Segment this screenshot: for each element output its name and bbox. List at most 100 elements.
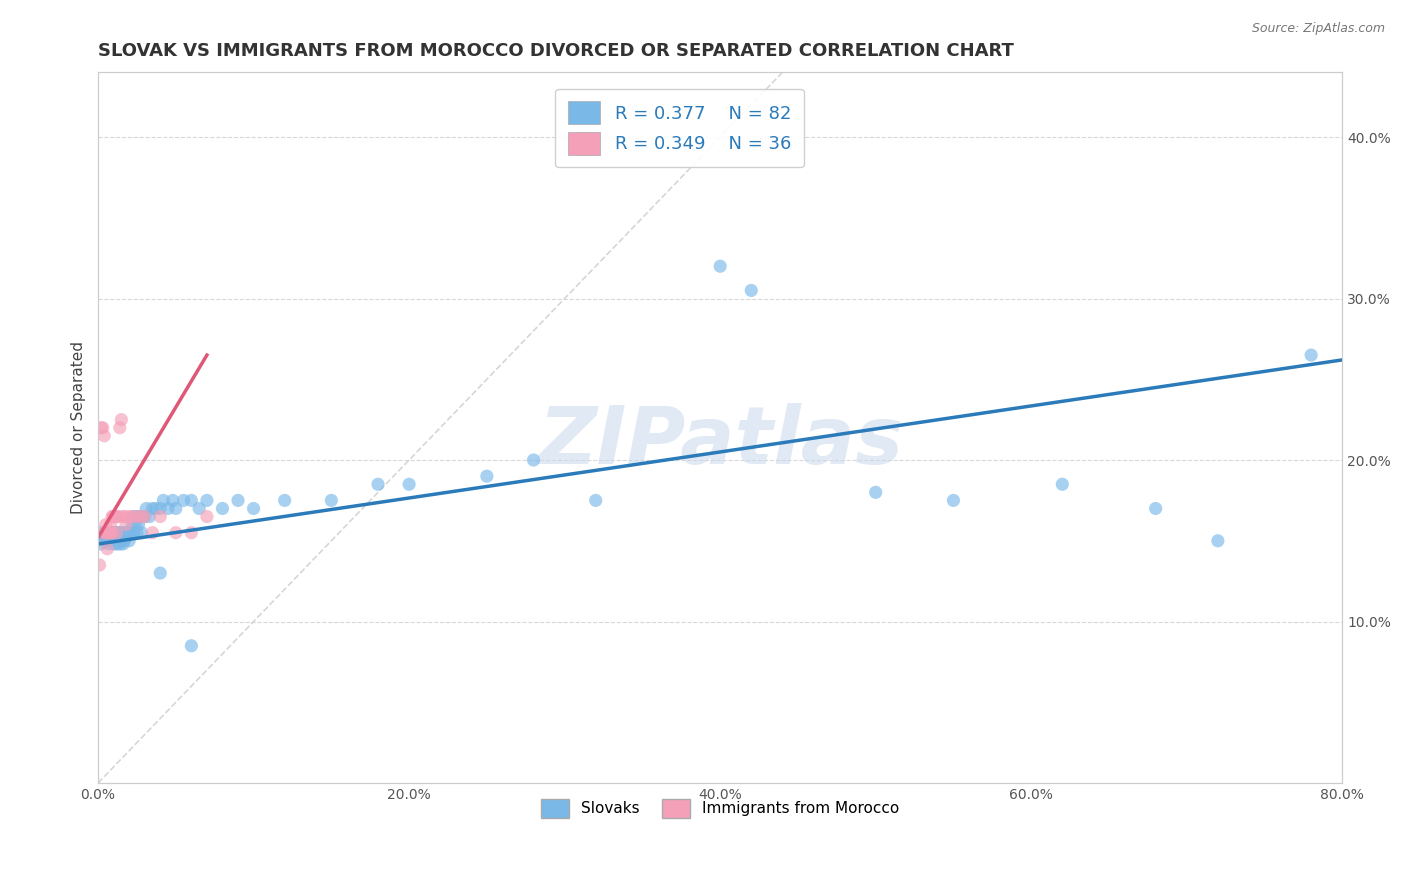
Point (195, 493, 218, 508)
Point (145, 501, 167, 516)
Point (165, 525, 187, 540)
Point (90, 421, 112, 435)
Point (131, 509, 153, 524)
Point (522, 453, 544, 467)
Point (101, 531, 124, 545)
Point (94, 525, 117, 540)
Point (105, 537, 128, 551)
Point (211, 501, 233, 516)
Point (94, 533, 117, 548)
Point (111, 509, 134, 524)
Point (1301, 348, 1323, 362)
Point (125, 509, 148, 524)
Point (117, 525, 139, 540)
Point (97, 525, 120, 540)
Point (97, 525, 120, 540)
Point (103, 509, 125, 524)
Point (865, 485, 887, 500)
Point (110, 533, 132, 548)
Point (105, 525, 128, 540)
Point (709, 259, 731, 273)
Point (157, 501, 180, 516)
Point (138, 509, 160, 524)
Point (129, 509, 152, 524)
Point (108, 421, 131, 435)
Point (121, 525, 143, 540)
Point (122, 509, 145, 524)
Point (226, 493, 249, 508)
Point (114, 533, 136, 548)
Point (103, 533, 125, 548)
Point (110, 412, 132, 426)
Point (141, 525, 163, 540)
Point (152, 493, 174, 508)
Point (118, 509, 141, 524)
Point (103, 525, 125, 540)
Point (107, 533, 129, 548)
Point (96, 525, 118, 540)
Point (1206, 533, 1229, 548)
Point (180, 525, 202, 540)
Point (242, 501, 264, 516)
Point (195, 509, 218, 524)
Point (100, 525, 122, 540)
Point (121, 517, 143, 532)
Point (165, 501, 187, 516)
Point (134, 509, 156, 524)
Legend: Slovaks, Immigrants from Morocco: Slovaks, Immigrants from Morocco (533, 791, 907, 825)
Point (585, 493, 607, 508)
Point (93, 525, 115, 540)
Point (111, 525, 134, 540)
Point (107, 509, 129, 524)
Point (127, 517, 149, 532)
Point (120, 525, 142, 540)
Point (97, 537, 120, 551)
Point (118, 525, 141, 540)
Point (180, 493, 202, 508)
Point (367, 477, 389, 491)
Point (124, 517, 146, 532)
Point (125, 525, 148, 540)
Point (149, 501, 172, 516)
Point (114, 525, 136, 540)
Y-axis label: Divorced or Separated: Divorced or Separated (72, 342, 86, 514)
Point (1144, 501, 1167, 516)
Point (114, 509, 136, 524)
Point (103, 537, 125, 551)
Point (100, 517, 122, 532)
Point (740, 284, 762, 298)
Point (135, 501, 157, 516)
Point (398, 477, 420, 491)
Point (108, 537, 131, 551)
Point (93, 429, 115, 443)
Point (100, 525, 122, 540)
Point (110, 525, 132, 540)
Point (107, 525, 129, 540)
Point (101, 525, 124, 540)
Point (132, 509, 155, 524)
Point (103, 509, 125, 524)
Point (118, 533, 141, 548)
Point (180, 639, 202, 653)
Point (942, 493, 965, 508)
Point (96, 541, 118, 556)
Point (108, 525, 131, 540)
Text: ZIPatlas: ZIPatlas (537, 403, 903, 481)
Point (173, 493, 195, 508)
Point (162, 493, 184, 508)
Point (107, 531, 129, 545)
Point (149, 566, 172, 580)
Point (475, 469, 498, 483)
Point (115, 525, 138, 540)
Point (121, 509, 143, 524)
Point (1052, 477, 1074, 491)
Point (111, 537, 134, 551)
Point (104, 509, 127, 524)
Point (101, 509, 124, 524)
Point (122, 525, 145, 540)
Point (105, 509, 128, 524)
Point (96, 525, 118, 540)
Point (91, 531, 114, 545)
Point (149, 509, 172, 524)
Point (89, 558, 111, 572)
